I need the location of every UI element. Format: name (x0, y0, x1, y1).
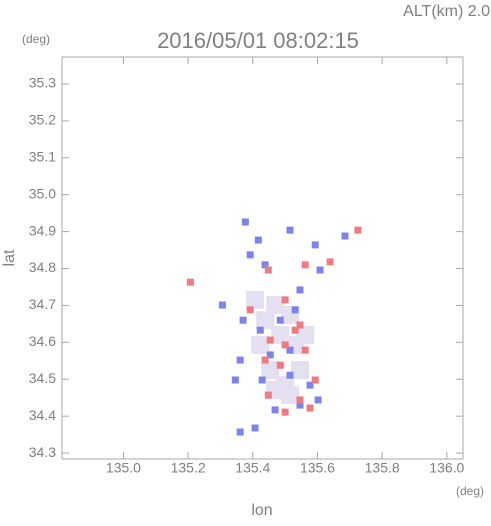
chart-subtitle: ALT(km) 2.0 (403, 3, 490, 20)
radar-cell (239, 316, 247, 324)
radar-cell (306, 404, 314, 412)
radar-cell (314, 396, 322, 404)
radar-cell (276, 316, 284, 324)
x-tick-label: 135.6 (300, 460, 335, 476)
y-tick-label: 35.3 (29, 75, 56, 91)
radar-cell (286, 371, 294, 379)
radar-cell (281, 341, 289, 349)
y-tick-label: 35.1 (29, 148, 56, 164)
radar-cell (186, 278, 194, 286)
x-tick-label: 135.0 (106, 460, 141, 476)
radar-cell (264, 266, 272, 274)
radar-cell (296, 396, 304, 404)
radar-cell (246, 251, 254, 259)
radar-cell (354, 226, 362, 234)
radar-cell (311, 376, 319, 384)
radar-cell (261, 261, 269, 269)
radar-cell (236, 356, 244, 364)
radar-cell (271, 406, 279, 414)
chart-title: 2016/05/01 08:02:15 (157, 28, 359, 53)
y-tick-label: 34.5 (29, 370, 56, 386)
x-tick-label: 135.8 (365, 460, 400, 476)
plot-frame (61, 56, 464, 460)
x-axis-label: lon (251, 502, 272, 519)
y-tick-label: 34.9 (29, 222, 56, 238)
radar-cell (311, 241, 319, 249)
radar-cell (276, 361, 284, 369)
radar-cell (258, 376, 266, 384)
radar-cell (306, 381, 314, 389)
y-tick-label: 35.0 (29, 185, 56, 201)
radar-cell (256, 326, 264, 334)
radar-cell (286, 226, 294, 234)
radar-cell (246, 290, 265, 309)
radar-cell (266, 296, 285, 315)
radar-cell (236, 428, 244, 436)
x-unit: (deg) (456, 484, 484, 498)
radar-cell (254, 236, 262, 244)
radar-cell (316, 266, 324, 274)
radar-cell (266, 336, 274, 344)
radar-cell (218, 301, 226, 309)
radar-cell (301, 261, 309, 269)
y-unit: (deg) (22, 32, 50, 46)
radar-cell (251, 424, 259, 432)
radar-cell (231, 376, 239, 384)
radar-cell (281, 408, 289, 416)
radar-cell (286, 346, 294, 354)
y-tick-label: 34.4 (29, 407, 56, 423)
radar-cell (271, 325, 290, 344)
radar-cell (241, 218, 249, 226)
radar-cell (341, 232, 349, 240)
radar-cell (256, 311, 275, 330)
radar-cell (301, 346, 309, 354)
y-tick-label: 35.2 (29, 112, 56, 128)
x-tick-label: 135.4 (235, 460, 270, 476)
y-tick-label: 34.8 (29, 259, 56, 275)
y-tick-label: 34.6 (29, 333, 56, 349)
radar-cell (296, 401, 304, 409)
radar-cell (261, 356, 269, 364)
radar-cell (264, 391, 272, 399)
radar-cell (296, 325, 315, 344)
y-tick-label: 34.3 (29, 444, 56, 460)
x-tick-label: 136.0 (429, 460, 464, 476)
radar-cell (281, 296, 289, 304)
x-tick-label: 135.2 (171, 460, 206, 476)
radar-cell (251, 335, 270, 354)
radar-cell (261, 361, 280, 380)
radar-cell (291, 326, 299, 334)
radar-cell (291, 306, 299, 314)
y-tick-label: 34.7 (29, 296, 56, 312)
radar-cell (296, 321, 304, 329)
y-axis-label: lat (1, 249, 18, 266)
radar-cell (326, 258, 334, 266)
radar-cell (296, 286, 304, 294)
radar-cell (280, 386, 299, 405)
radar-cell (246, 306, 254, 314)
radar-cell (266, 351, 274, 359)
radar-cell (291, 361, 310, 380)
